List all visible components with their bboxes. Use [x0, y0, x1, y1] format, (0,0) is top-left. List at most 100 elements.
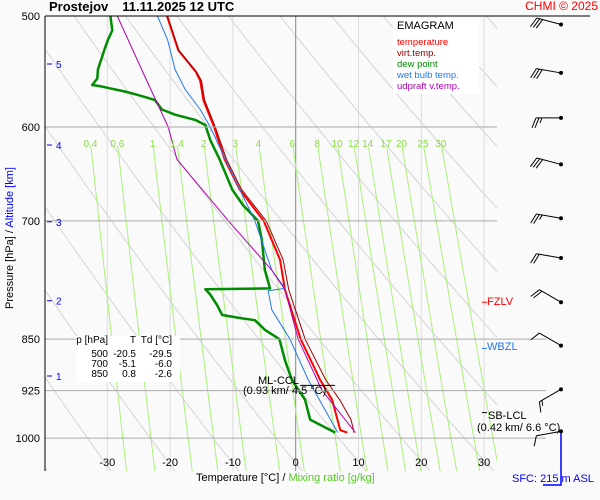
dry-adiabat	[45, 125, 303, 471]
wind-barb-flag	[541, 400, 544, 406]
wind-barb	[531, 115, 563, 129]
mixing-ratio-line	[441, 146, 497, 464]
altitude-tick-label: 1	[56, 372, 62, 383]
y-tick-label: 850	[22, 334, 40, 346]
y-tick-label: 1000	[16, 433, 40, 445]
wind-barb-flag	[533, 68, 540, 79]
mixing-ratio-line	[177, 146, 219, 471]
dry-adiabat	[176, 16, 497, 406]
wind-barb-staff	[536, 253, 562, 259]
mixing-ratio-tick-label: 30	[435, 139, 447, 150]
station-name: Prostejov	[49, 0, 109, 14]
x-axis-title: Temperature [°C]	[196, 472, 280, 484]
header-t: T	[129, 335, 136, 346]
wind-barb-flag	[533, 435, 537, 447]
wind-barb-staff	[539, 332, 562, 346]
header-p: p [hPa]	[76, 335, 108, 346]
y-axis-label: Pressure [hPa] / Altitude [km]	[4, 143, 16, 333]
y-tick-label: 925	[22, 386, 40, 398]
mixing-ratio-line	[292, 146, 341, 471]
wind-barb-flag	[538, 401, 542, 413]
dry-adiabat	[382, 16, 497, 148]
mixing-ratio-line	[353, 146, 407, 471]
series-virt-temp	[167, 16, 355, 433]
header-td: Td [°C]	[140, 335, 172, 346]
chart-title: Prostejov 11.11.2025 12 UTC	[49, 0, 248, 14]
mixing-ratio-tick-label: 6	[290, 139, 296, 150]
wbzl-label: WBZL	[487, 341, 518, 353]
wind-barb	[529, 157, 563, 169]
wind-barb	[530, 289, 563, 305]
wind-barb-flag	[533, 290, 543, 299]
mixing-ratio-tick-label: 10	[331, 139, 343, 150]
x-tick-label: 10	[352, 457, 364, 469]
dry-adiabat	[45, 48, 367, 471]
mixing-ratio-line	[386, 146, 441, 471]
mixing-ratio-tick-label: 3	[232, 139, 238, 150]
wind-barb	[530, 68, 563, 80]
wind-barb-flag	[536, 69, 543, 80]
mixing-ratio-tick-label: 1	[150, 139, 156, 150]
altitude-label: Altitude [km]	[4, 167, 16, 228]
wind-barb-staff	[536, 213, 562, 219]
cell-td: -29.5	[149, 349, 172, 360]
mixing-ratio-tick-label: 2	[201, 139, 207, 150]
wind-barb-flag	[539, 117, 543, 124]
wind-barb-staff	[539, 289, 562, 303]
series-dew-point	[90, 16, 336, 434]
legend-temperature: temperature	[397, 37, 449, 48]
cell-t: 0.8	[122, 369, 136, 380]
wind-barb-staff	[536, 157, 562, 165]
mixing-ratio-tick-label: 14	[362, 139, 374, 150]
mixing-ratio-line	[117, 146, 156, 471]
dry-adiabat	[227, 16, 497, 339]
cell-t: -5.1	[118, 359, 136, 370]
wind-barb-flag	[530, 213, 537, 224]
legend: EMAGRAM temperature virt.temp. dew point…	[393, 18, 479, 94]
mixing-ratio-tick-label: 0.6	[110, 139, 124, 150]
mixing-ratio-tick-label: 4	[256, 139, 262, 150]
dry-adiabat	[566, 0, 600, 474]
altitude-tick-label: 5	[56, 60, 62, 71]
legend-title: EMAGRAM	[397, 20, 454, 32]
dry-adiabat	[73, 16, 431, 471]
wind-barb-flag	[529, 157, 538, 167]
x-tick-label: -20	[162, 457, 178, 469]
mixing-ratio-line	[258, 146, 305, 471]
y-axis-title: Pressure [hPa]	[4, 236, 16, 309]
dry-adiabat	[515, 0, 600, 474]
wind-barb	[529, 17, 563, 29]
table-row: 500 -20.5 -29.5	[76, 350, 180, 360]
surface-marker	[543, 432, 562, 486]
wind-barb	[538, 387, 563, 413]
wind-barb-flag	[532, 158, 541, 168]
mixing-ratio-line	[423, 146, 481, 471]
table-row: 700 -5.1 -6.0	[76, 360, 180, 370]
wind-barb-flag	[529, 17, 538, 27]
mixing-ratio-line	[368, 146, 422, 471]
ml-ccl-label: ML-CCL	[258, 375, 299, 387]
ml-ccl-detail: (0.93 km/ 4.5 °C)	[243, 385, 327, 397]
copyright: CHMI © 2025	[525, 0, 598, 13]
surface-elevation: SFC: 215 m ASL	[512, 473, 594, 485]
wind-barb-flag	[530, 253, 537, 264]
dry-adiabat	[279, 16, 497, 273]
wind-barb	[530, 332, 563, 348]
cell-p: 500	[91, 349, 108, 360]
wind-barb-flag	[535, 19, 544, 29]
x-tick-label: 30	[478, 457, 490, 469]
altitude-tick-label: 4	[56, 141, 62, 152]
wind-barb-staff	[536, 68, 562, 74]
y-tick-label: 600	[22, 122, 40, 134]
wind-barb-flag	[530, 332, 540, 341]
values-table: p [hPa] T Td [°C] 500 -20.5 -29.5 700 -5.1 -6.…	[76, 336, 180, 382]
fzlv-label: FZLV	[487, 296, 514, 308]
mixing-ratio-line	[317, 146, 368, 471]
dry-adiabat	[45, 205, 240, 471]
mixing-ratio-tick-label: 12	[348, 139, 360, 150]
mixing-ratio-line	[235, 146, 281, 471]
altitude-tick-label: 2	[56, 297, 62, 308]
table-header: p [hPa] T Td [°C]	[76, 336, 180, 346]
legend-virt-temp: virt.temp.	[397, 48, 437, 59]
legend-updraft: udpraft v.temp.	[397, 81, 460, 92]
